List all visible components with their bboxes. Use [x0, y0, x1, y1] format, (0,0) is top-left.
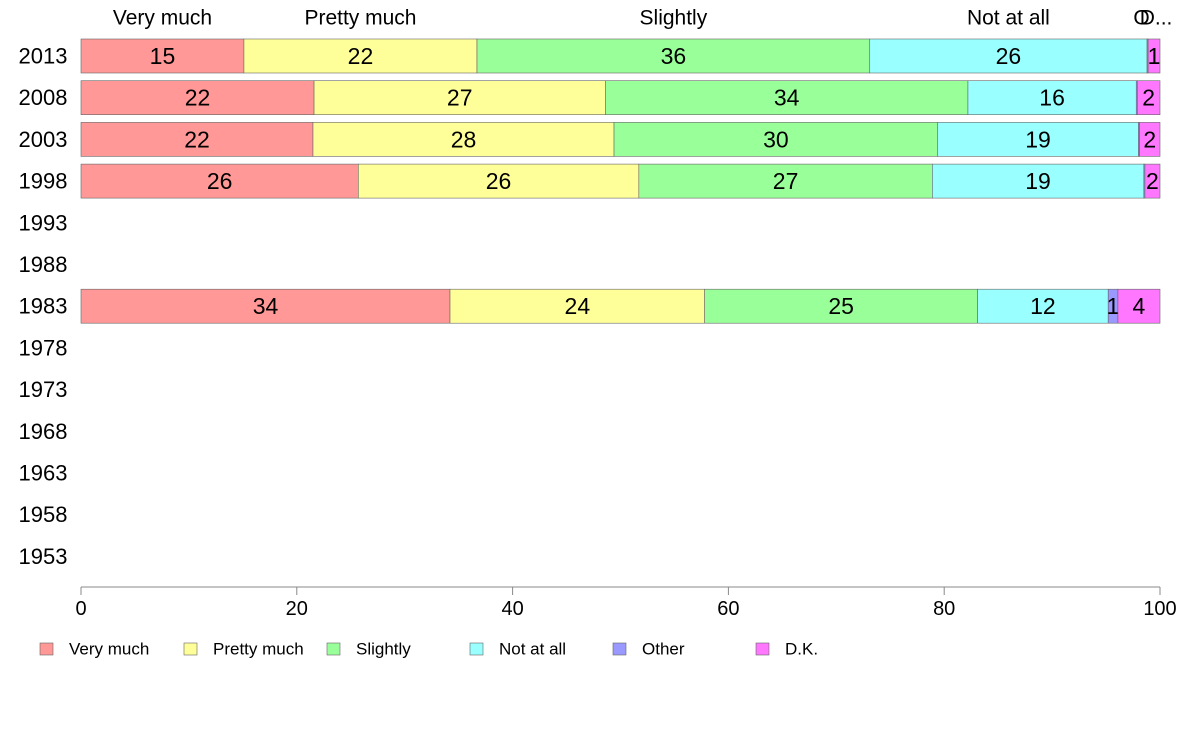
x-tick-label-80: 80 [933, 598, 955, 620]
bar-1998-very-much [80, 163, 359, 199]
bar-2003-not-at-all [937, 122, 1139, 157]
legend-swatch-slightly [326, 642, 341, 656]
y-tick-label-2008: 2008 [19, 85, 68, 110]
legend-label-other: Other [642, 640, 685, 659]
y-tick-label-1983: 1983 [19, 294, 68, 319]
bars: 15 22 36 26 122 27 34 16 222 28 30 19 226 26 27 19 234 24… [80, 38, 1161, 324]
bar-label-2013-slightly: 36 [661, 43, 687, 69]
y-tick-label-2013: 2013 [19, 44, 68, 69]
x-tick-label-100: 100 [1143, 598, 1176, 620]
bar-label-1998-d-k: 2 [1146, 168, 1159, 194]
bar-label-2013-not-at-all: 26 [996, 43, 1022, 69]
legend-label-very-much: Very much [69, 640, 149, 659]
x-axis: 0 20 40 60 80 100 [75, 586, 1177, 620]
y-tick-label-1993: 1993 [19, 210, 68, 235]
bar-label-2008-d-k: 2 [1142, 85, 1155, 111]
bar-label-2003-slightly: 30 [763, 126, 789, 152]
bar-2008-slightly [605, 80, 969, 115]
bar-label-2013-d-k: 1 [1148, 43, 1161, 69]
bar-label-1983-d-k: 4 [1133, 293, 1146, 319]
top-label-not-at-all: Not at all [967, 7, 1050, 30]
bar-label-2013-pretty-much: 22 [348, 43, 374, 69]
bar-1998-slightly [638, 163, 933, 199]
bar-label-2008-very-much: 22 [185, 85, 211, 111]
top-label-other: O [1133, 7, 1149, 30]
legend-swatch-very-much [39, 642, 54, 656]
y-axis-tick-labels: 2013 2008 2003 1998 1993 1988 1983 1978 1973 1968… [19, 44, 68, 569]
legend-swatch-not-at-all [469, 642, 484, 656]
y-tick-label-1998: 1998 [19, 169, 68, 194]
top-label-pretty-much: Pretty much [304, 7, 416, 30]
bar-label-2003-d-k: 2 [1143, 126, 1156, 152]
top-label-very-much: Very much [113, 7, 212, 30]
bar-label-1998-not-at-all: 19 [1025, 168, 1051, 194]
bar-1983-very-much [80, 288, 451, 324]
y-tick-label-1978: 1978 [19, 335, 68, 360]
legend-label-not-at-all: Not at all [499, 640, 566, 659]
bar-label-2008-not-at-all: 16 [1039, 85, 1065, 111]
bar-2008-very-much [80, 80, 315, 115]
bar-1983-pretty-much [449, 288, 705, 324]
bar-2003-d-k [1139, 122, 1161, 157]
legend-swatch-d-k [755, 642, 770, 656]
y-tick-label-1968: 1968 [19, 419, 68, 444]
bar-label-2003-not-at-all: 19 [1025, 126, 1051, 152]
bar-label-2008-slightly: 34 [774, 85, 800, 111]
bar-2013-pretty-much [243, 38, 478, 74]
y-tick-label-1953: 1953 [19, 544, 68, 569]
bar-1983-not-at-all [977, 288, 1109, 324]
bar-2003-pretty-much [312, 122, 615, 157]
bar-label-2003-very-much: 22 [184, 126, 210, 152]
bar-1998-d-k [1144, 163, 1161, 199]
bar-2008-d-k [1137, 80, 1161, 115]
x-tick-label-40: 40 [501, 598, 523, 620]
legend-label-d-k: D.K. [785, 640, 818, 659]
bar-2013-d-k [1147, 38, 1161, 74]
bar-label-1983-very-much: 34 [253, 293, 279, 319]
y-tick-label-1988: 1988 [19, 252, 68, 277]
bar-label-1998-very-much: 26 [207, 168, 233, 194]
bar-2013-not-at-all [869, 38, 1148, 74]
bar-label-1983-other: 1 [1107, 293, 1120, 319]
bar-label-1998-pretty-much: 26 [486, 168, 512, 194]
bar-label-2008-pretty-much: 27 [447, 85, 473, 111]
top-category-labels: Very much Pretty much Slightly Not at all OD… [113, 7, 1173, 30]
x-tick-label-0: 0 [75, 598, 86, 620]
legend-label-slightly: Slightly [356, 640, 411, 659]
top-label-slightly: Slightly [640, 7, 708, 30]
y-tick-label-1973: 1973 [19, 377, 68, 402]
legend: Very much Pretty much Slightly Not at all Ot… [39, 640, 818, 659]
bar-1998-not-at-all [932, 163, 1145, 199]
bar-label-2013-very-much: 15 [150, 43, 176, 69]
legend-swatch-other [612, 642, 627, 656]
bar-label-1983-not-at-all: 12 [1030, 293, 1056, 319]
x-tick-label-20: 20 [286, 598, 308, 620]
bar-label-1983-slightly: 25 [828, 293, 854, 319]
bar-label-1998-slightly: 27 [773, 168, 799, 194]
bar-1998-pretty-much [358, 163, 640, 199]
bar-label-2003-pretty-much: 28 [451, 126, 477, 152]
bar-1983-d-k [1117, 288, 1161, 324]
top-label-d-k: D... [1140, 7, 1173, 30]
y-tick-label-1963: 1963 [19, 461, 68, 486]
bar-2003-slightly [613, 122, 939, 157]
bar-2003-very-much [80, 122, 314, 157]
bar-label-1983-pretty-much: 24 [565, 293, 591, 319]
bar-2008-pretty-much [313, 80, 606, 115]
y-tick-label-2003: 2003 [19, 127, 68, 152]
x-tick-label-60: 60 [717, 598, 739, 620]
legend-label-pretty-much: Pretty much [213, 640, 304, 659]
y-tick-label-1958: 1958 [19, 502, 68, 527]
legend-swatch-pretty-much [183, 642, 198, 656]
